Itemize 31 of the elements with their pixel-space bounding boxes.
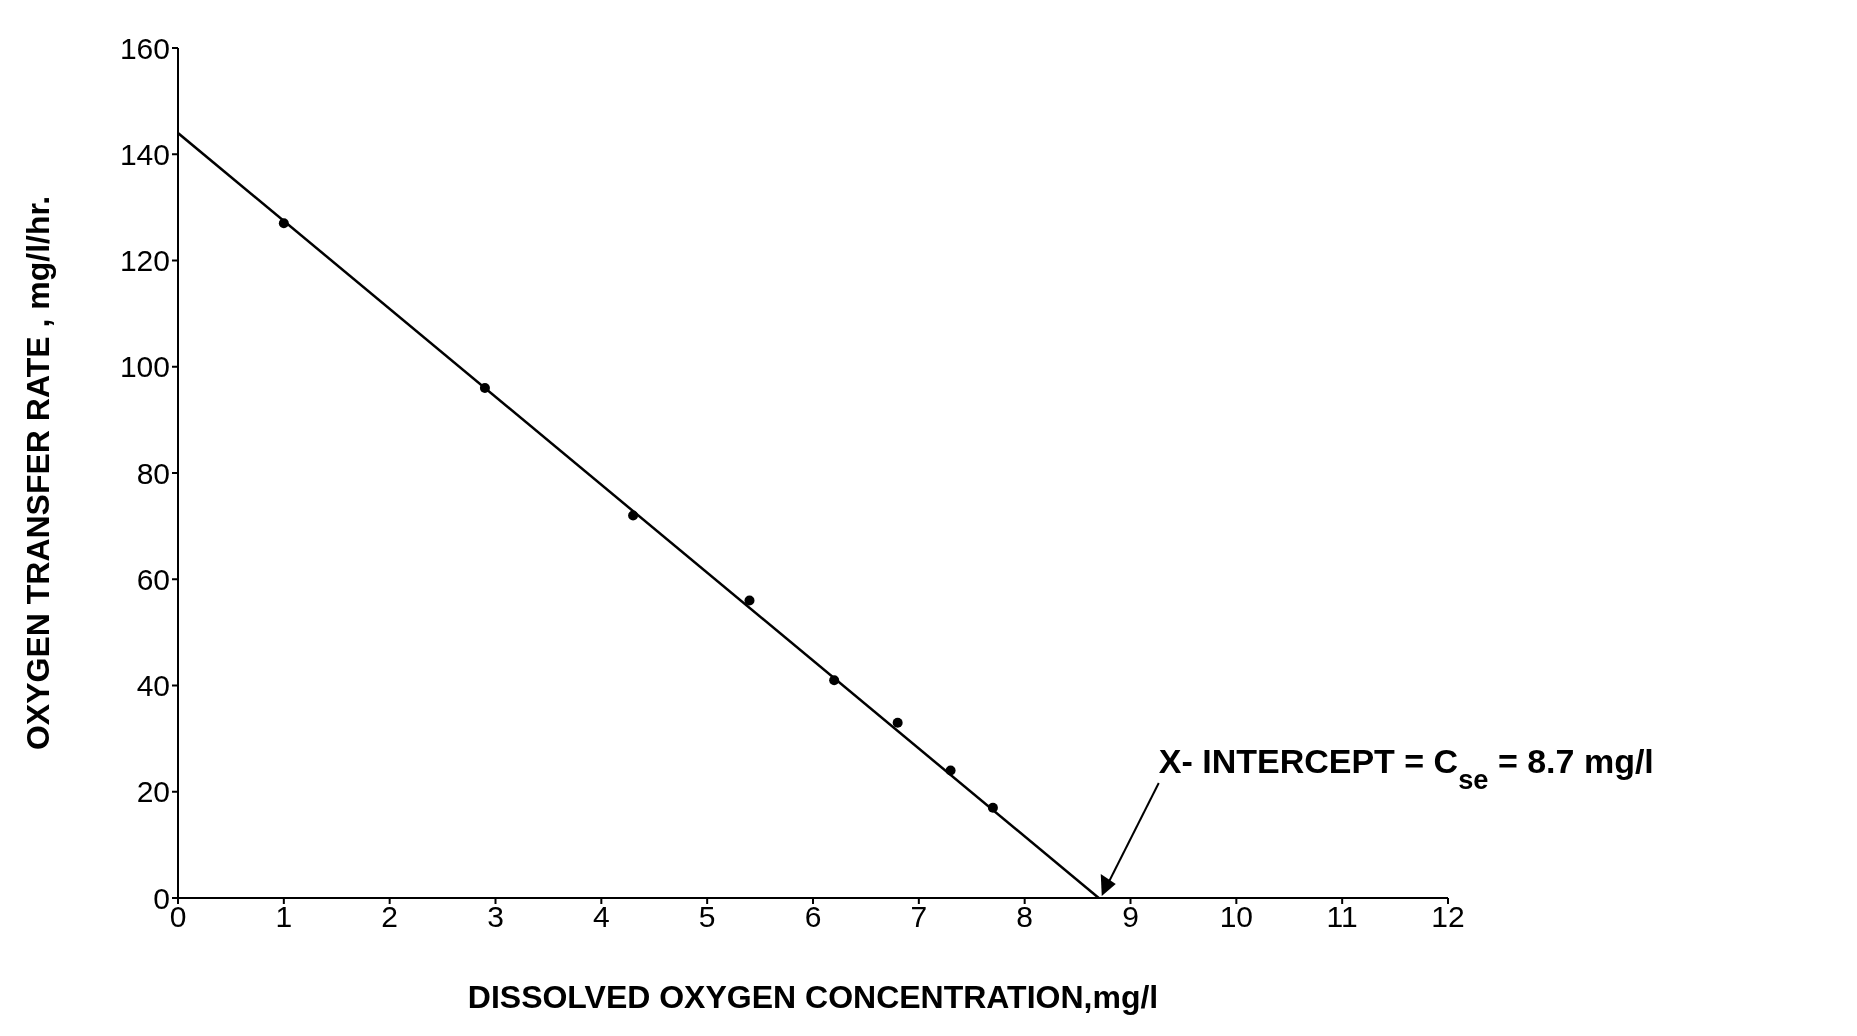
point bbox=[945, 765, 956, 776]
y-tick-label: 80 bbox=[136, 456, 170, 490]
point bbox=[479, 383, 490, 393]
y-tick-label: 60 bbox=[136, 562, 170, 596]
y-tick-label: 40 bbox=[136, 669, 170, 703]
x-tick-label: 3 bbox=[487, 900, 504, 934]
x-tick-label: 7 bbox=[910, 900, 928, 934]
x-tick-label: 9 bbox=[1122, 900, 1139, 934]
point bbox=[744, 595, 755, 606]
x-tick-label: 1 bbox=[275, 900, 293, 934]
y-tick-label: 100 bbox=[119, 350, 170, 384]
x-tick-label: 12 bbox=[1431, 900, 1465, 934]
annotation: X- INTERCEPT = C$_{se}$ = 8.7 mg/l bbox=[1158, 742, 1654, 795]
y-tick-label: 140 bbox=[119, 137, 170, 171]
x-tick-label: 8 bbox=[1016, 900, 1034, 934]
x-tick-label: 5 bbox=[698, 900, 716, 934]
x-tick-label: 11 bbox=[1326, 900, 1358, 934]
x-tick-label: 10 bbox=[1219, 900, 1254, 934]
point bbox=[892, 717, 903, 728]
y-tick-label: 160 bbox=[119, 31, 170, 65]
point bbox=[628, 510, 639, 521]
point bbox=[987, 802, 998, 813]
y-axis-title: OXYGEN TRANSFER RATE , mg/l/hr. bbox=[20, 195, 57, 751]
y-tick-label: 120 bbox=[119, 244, 170, 278]
point bbox=[829, 675, 840, 686]
x-tick-label: 4 bbox=[592, 900, 610, 934]
point bbox=[278, 218, 289, 229]
x-axis-title: DISSOLVED OXYGEN CONCENTRATION,mg/l bbox=[467, 979, 1159, 1015]
y-tick-label: 20 bbox=[136, 775, 170, 809]
x-tick-label: 6 bbox=[804, 900, 822, 934]
x-tick-label: 2 bbox=[381, 900, 399, 934]
